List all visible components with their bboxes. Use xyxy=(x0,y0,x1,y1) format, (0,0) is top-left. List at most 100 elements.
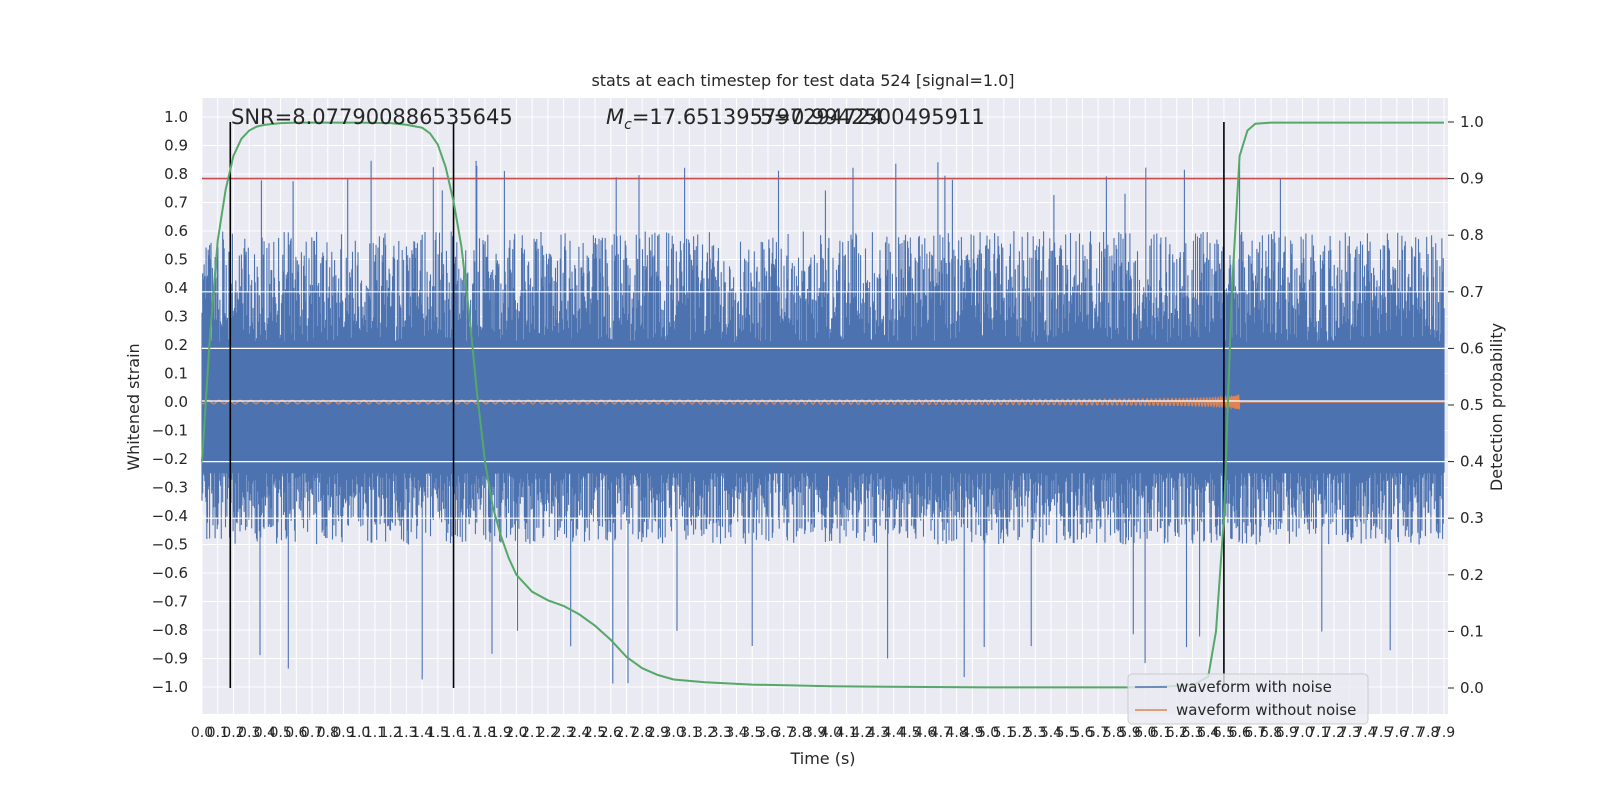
x-axis: 0.00.10.20.30.40.50.60.70.80.91.01.11.21… xyxy=(191,725,1455,741)
x-tick-label: 6.7 xyxy=(1244,725,1266,741)
series-waveform-without-noise xyxy=(201,394,1444,410)
x-tick-label: 4.9 xyxy=(961,725,983,741)
x-tick-label: 3.3 xyxy=(710,725,732,741)
x-tick-label: 4.7 xyxy=(930,725,952,741)
x-tick-label: 1.9 xyxy=(490,725,512,741)
x-tick-label: 0.2 xyxy=(222,725,244,741)
x-tick-label: 7.2 xyxy=(1323,725,1345,741)
y-tick-label-left: 0.2 xyxy=(164,336,188,354)
y-tick-label-right: 0.0 xyxy=(1460,679,1484,697)
x-tick-label: 4.6 xyxy=(914,725,936,741)
x-tick-label: 2.2 xyxy=(537,725,559,741)
y-tick-label-left: 0.9 xyxy=(164,137,188,155)
x-tick-label: 2.5 xyxy=(584,725,606,741)
x-tick-label: 0.3 xyxy=(238,725,260,741)
x-tick-label: 5.8 xyxy=(1103,725,1125,741)
y-tick-label-left: 1.0 xyxy=(164,108,188,126)
x-tick-label: 4.4 xyxy=(883,725,905,741)
y-tick-label-left: 0.3 xyxy=(164,308,188,326)
x-tick-label: 1.1 xyxy=(364,725,386,741)
x-tick-label: 1.0 xyxy=(348,725,370,741)
x-tick-label: 5.7 xyxy=(1087,725,1109,741)
y-tick-label-left: −0.6 xyxy=(152,564,188,582)
x-tick-label: 6.9 xyxy=(1276,725,1298,741)
x-tick-label: 0.8 xyxy=(317,725,339,741)
x-tick-label: 5.2 xyxy=(1008,725,1030,741)
x-tick-label: 1.5 xyxy=(427,725,449,741)
x-tick-label: 6.6 xyxy=(1228,725,1250,741)
y-tick-label-left: −0.9 xyxy=(152,650,188,668)
x-tick-label: 2.9 xyxy=(647,725,669,741)
x-tick-label: 3.8 xyxy=(788,725,810,741)
x-tick-label: 5.4 xyxy=(1040,725,1062,741)
snr-annotation: SNR=8.077900886535645 xyxy=(231,105,513,129)
chirp-mass-symbol: M xyxy=(606,105,624,129)
x-tick-label: 3.6 xyxy=(757,725,779,741)
y-tick-label-right: 0.3 xyxy=(1460,509,1484,527)
y-axis-right: 1.0 0.9 0.8 0.7 0.6 0.5 0.4 0.3 0.2 0.1 0.0 xyxy=(1448,113,1484,697)
x-tick-label: 5.0 xyxy=(977,725,999,741)
y-tick-label-left: −0.4 xyxy=(152,507,188,525)
x-tick-label: 5.1 xyxy=(993,725,1015,741)
y-tick-label-left: 0.5 xyxy=(164,251,188,269)
y-tick-label-left: 0.0 xyxy=(164,393,188,411)
y-tick-label-left: −0.2 xyxy=(152,450,188,468)
x-tick-label: 0.9 xyxy=(332,725,354,741)
y-tick-label-right: 0.4 xyxy=(1460,453,1484,471)
legend-label-clean: waveform without noise xyxy=(1176,701,1356,719)
y-axis-left-label: Whitened strain xyxy=(124,343,143,470)
x-tick-label: 3.5 xyxy=(741,725,763,741)
x-tick-label: 7.6 xyxy=(1386,725,1408,741)
x-tick-label: 0.6 xyxy=(285,725,307,741)
x-tick-label: 4.3 xyxy=(867,725,889,741)
x-tick-label: 7.0 xyxy=(1291,725,1313,741)
x-tick-label: 4.2 xyxy=(851,725,873,741)
x-tick-label: 6.8 xyxy=(1260,725,1282,741)
x-tick-label: 1.6 xyxy=(442,725,464,741)
x-tick-label: 4.5 xyxy=(898,725,920,741)
x-tick-label: 6.0 xyxy=(1134,725,1156,741)
x-tick-label: 4.8 xyxy=(946,725,968,741)
y-tick-label-right: 0.8 xyxy=(1460,226,1484,244)
x-tick-label: 7.4 xyxy=(1354,725,1376,741)
x-tick-label: 6.1 xyxy=(1150,725,1172,741)
y-axis-left: 1.0 0.9 0.8 0.7 0.6 0.5 0.4 0.3 0.2 0.1 0.0 −0.1 −0.… xyxy=(152,108,188,696)
x-tick-label: 3.1 xyxy=(678,725,700,741)
x-tick-label: 2.0 xyxy=(505,725,527,741)
x-tick-label: 6.4 xyxy=(1197,725,1219,741)
y-tick-label-right: 0.1 xyxy=(1460,622,1484,640)
x-tick-label: 3.0 xyxy=(663,725,685,741)
chart-title: stats at each timestep for test data 524… xyxy=(591,71,1014,90)
y-tick-label-right: 0.7 xyxy=(1460,283,1484,301)
legend: waveform with noise waveform without noi… xyxy=(1127,673,1369,725)
x-tick-label: 7.7 xyxy=(1401,725,1423,741)
y-tick-label-right: 0.2 xyxy=(1460,566,1484,584)
x-tick-label: 0.1 xyxy=(207,725,229,741)
y-tick-label-left: −0.7 xyxy=(152,593,188,611)
x-tick-label: 1.3 xyxy=(395,725,417,741)
chirp-mass-value: =17.651395797294724 xyxy=(632,105,883,129)
x-tick-label: 7.8 xyxy=(1417,725,1439,741)
y-tick-label-left: −0.5 xyxy=(152,536,188,554)
x-tick-label: 7.3 xyxy=(1339,725,1361,741)
x-tick-label: 0.4 xyxy=(254,725,276,741)
y-tick-label-left: 0.6 xyxy=(164,222,188,240)
x-tick-label: 7.9 xyxy=(1433,725,1455,741)
x-tick-label: 2.7 xyxy=(615,725,637,741)
x-tick-label: 0.0 xyxy=(191,725,213,741)
y-tick-label-left: −0.1 xyxy=(152,422,188,440)
y-tick-label-left: −0.8 xyxy=(152,621,188,639)
x-tick-label: 0.7 xyxy=(301,725,323,741)
x-tick-label: 4.0 xyxy=(820,725,842,741)
y-tick-label-left: 0.1 xyxy=(164,365,188,383)
x-tick-label: 2.3 xyxy=(552,725,574,741)
x-tick-label: 0.5 xyxy=(269,725,291,741)
x-tick-label: 5.6 xyxy=(1071,725,1093,741)
x-tick-label: 7.1 xyxy=(1307,725,1329,741)
y-tick-label-right: 0.9 xyxy=(1460,170,1484,188)
y-tick-label-left: −0.3 xyxy=(152,479,188,497)
x-tick-label: 1.8 xyxy=(474,725,496,741)
x-tick-label: 2.1 xyxy=(521,725,543,741)
x-tick-label: 3.4 xyxy=(725,725,747,741)
